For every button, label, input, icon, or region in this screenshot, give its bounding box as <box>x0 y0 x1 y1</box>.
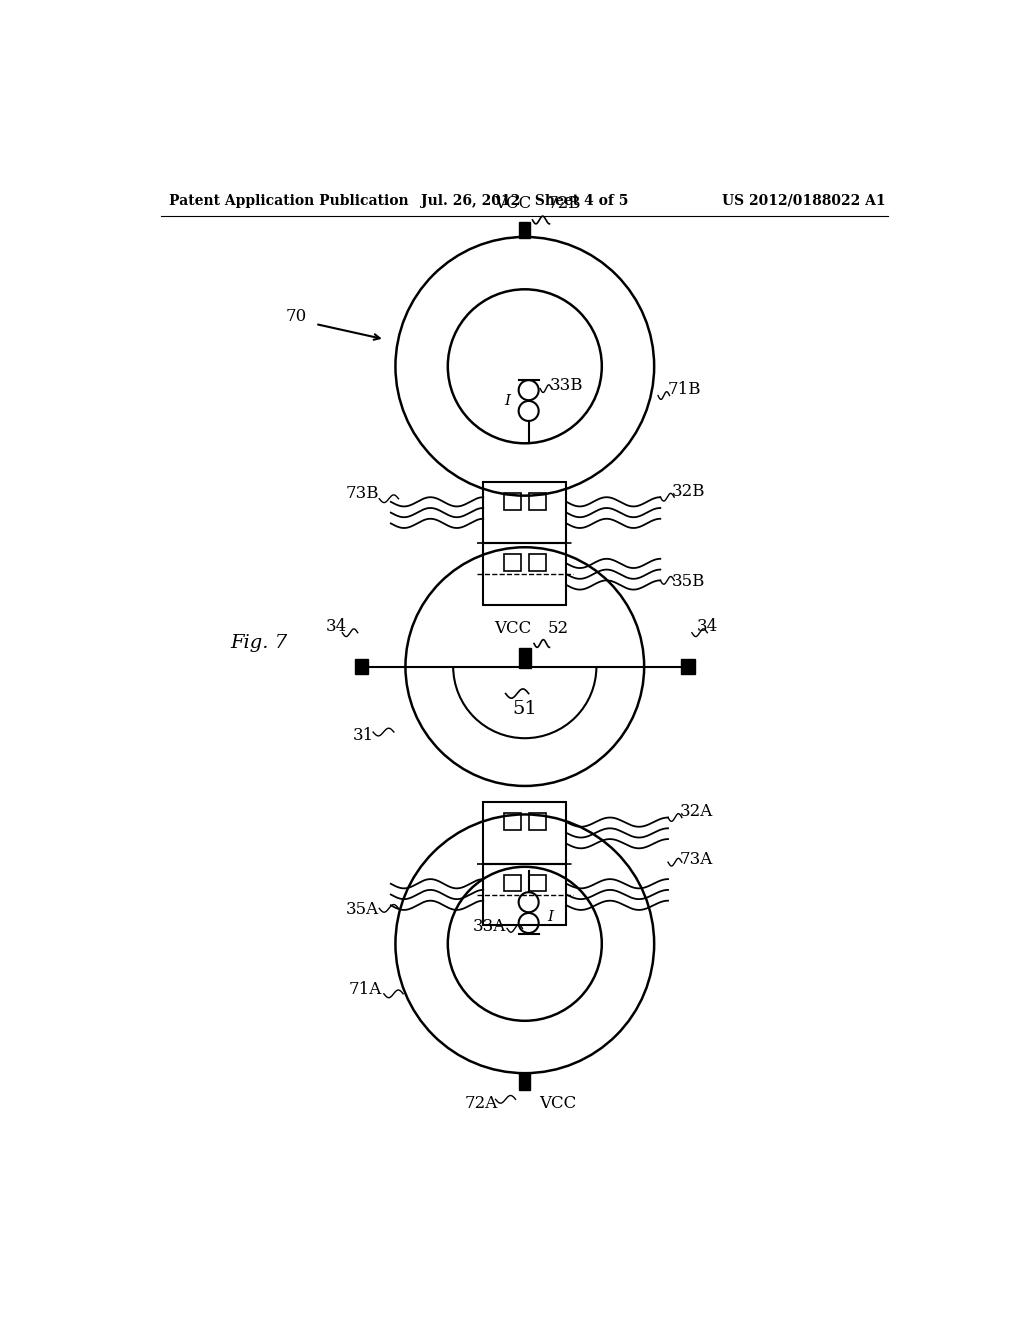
Text: 35B: 35B <box>672 573 706 590</box>
Bar <box>519 1073 530 1090</box>
Text: 35A: 35A <box>346 902 379 919</box>
Text: 34: 34 <box>326 618 347 635</box>
Bar <box>528 813 546 830</box>
Text: 51: 51 <box>512 700 538 718</box>
Bar <box>504 492 521 510</box>
Text: I: I <box>547 909 553 924</box>
Text: US 2012/0188022 A1: US 2012/0188022 A1 <box>722 194 885 207</box>
Bar <box>483 863 566 925</box>
Text: 52: 52 <box>548 620 569 638</box>
Text: 32B: 32B <box>672 483 706 499</box>
Bar <box>504 813 521 830</box>
Bar <box>483 544 566 605</box>
Text: VCC: VCC <box>539 1096 575 1113</box>
Text: 73A: 73A <box>680 851 713 869</box>
Text: 70: 70 <box>286 308 307 325</box>
Text: VCC: VCC <box>495 620 531 638</box>
Text: Jul. 26, 2012   Sheet 4 of 5: Jul. 26, 2012 Sheet 4 of 5 <box>421 194 629 207</box>
Text: 73B: 73B <box>346 484 379 502</box>
Text: Patent Application Publication: Patent Application Publication <box>169 194 409 207</box>
Bar <box>504 554 521 572</box>
Text: Fig. 7: Fig. 7 <box>230 635 288 652</box>
Text: I: I <box>504 393 510 408</box>
Text: 72B: 72B <box>548 195 582 213</box>
Bar <box>483 803 566 863</box>
Bar <box>518 648 531 668</box>
Text: VCC: VCC <box>495 195 531 213</box>
Bar <box>483 482 566 544</box>
Bar <box>528 554 546 572</box>
Text: 33A: 33A <box>472 919 506 936</box>
Text: 71B: 71B <box>668 381 701 397</box>
Bar <box>528 874 546 891</box>
Bar <box>681 659 695 675</box>
Text: 72A: 72A <box>465 1096 498 1113</box>
Text: 33B: 33B <box>550 378 584 395</box>
Text: 31: 31 <box>352 727 374 744</box>
Text: 32A: 32A <box>680 803 713 820</box>
Bar <box>528 492 546 510</box>
Bar <box>504 874 521 891</box>
Text: 71A: 71A <box>348 982 382 998</box>
Bar <box>354 659 369 675</box>
Bar <box>519 222 530 239</box>
Text: 34: 34 <box>696 618 718 635</box>
